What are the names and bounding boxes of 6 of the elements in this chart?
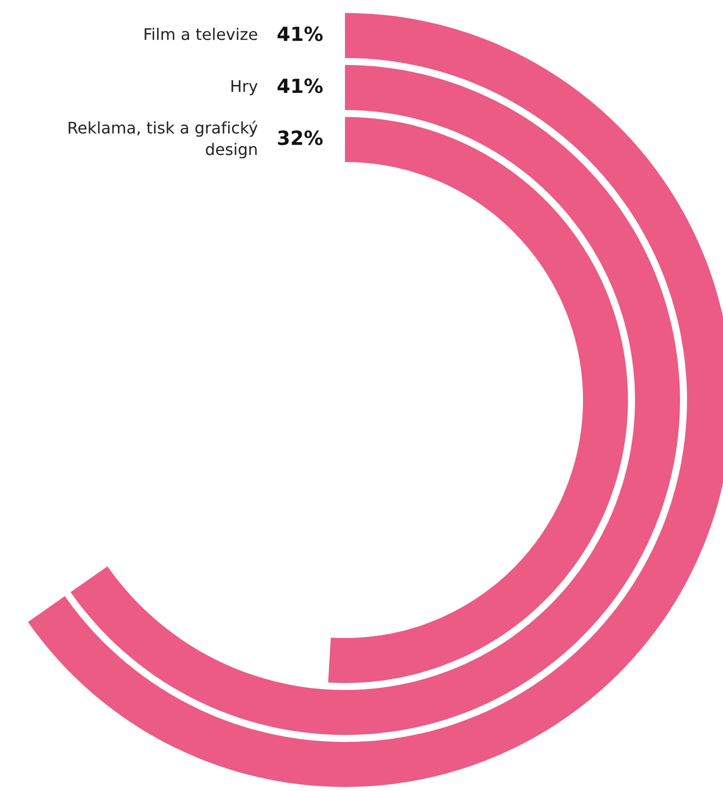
data-label: 41%	[278, 26, 323, 42]
category-label: Hry	[232, 80, 258, 96]
data-label: 32%	[278, 130, 323, 146]
data-label: 41%	[278, 78, 323, 94]
category-label: Reklama, tisk a grafický design	[68, 120, 258, 158]
category-label: Film a televize	[144, 28, 258, 40]
